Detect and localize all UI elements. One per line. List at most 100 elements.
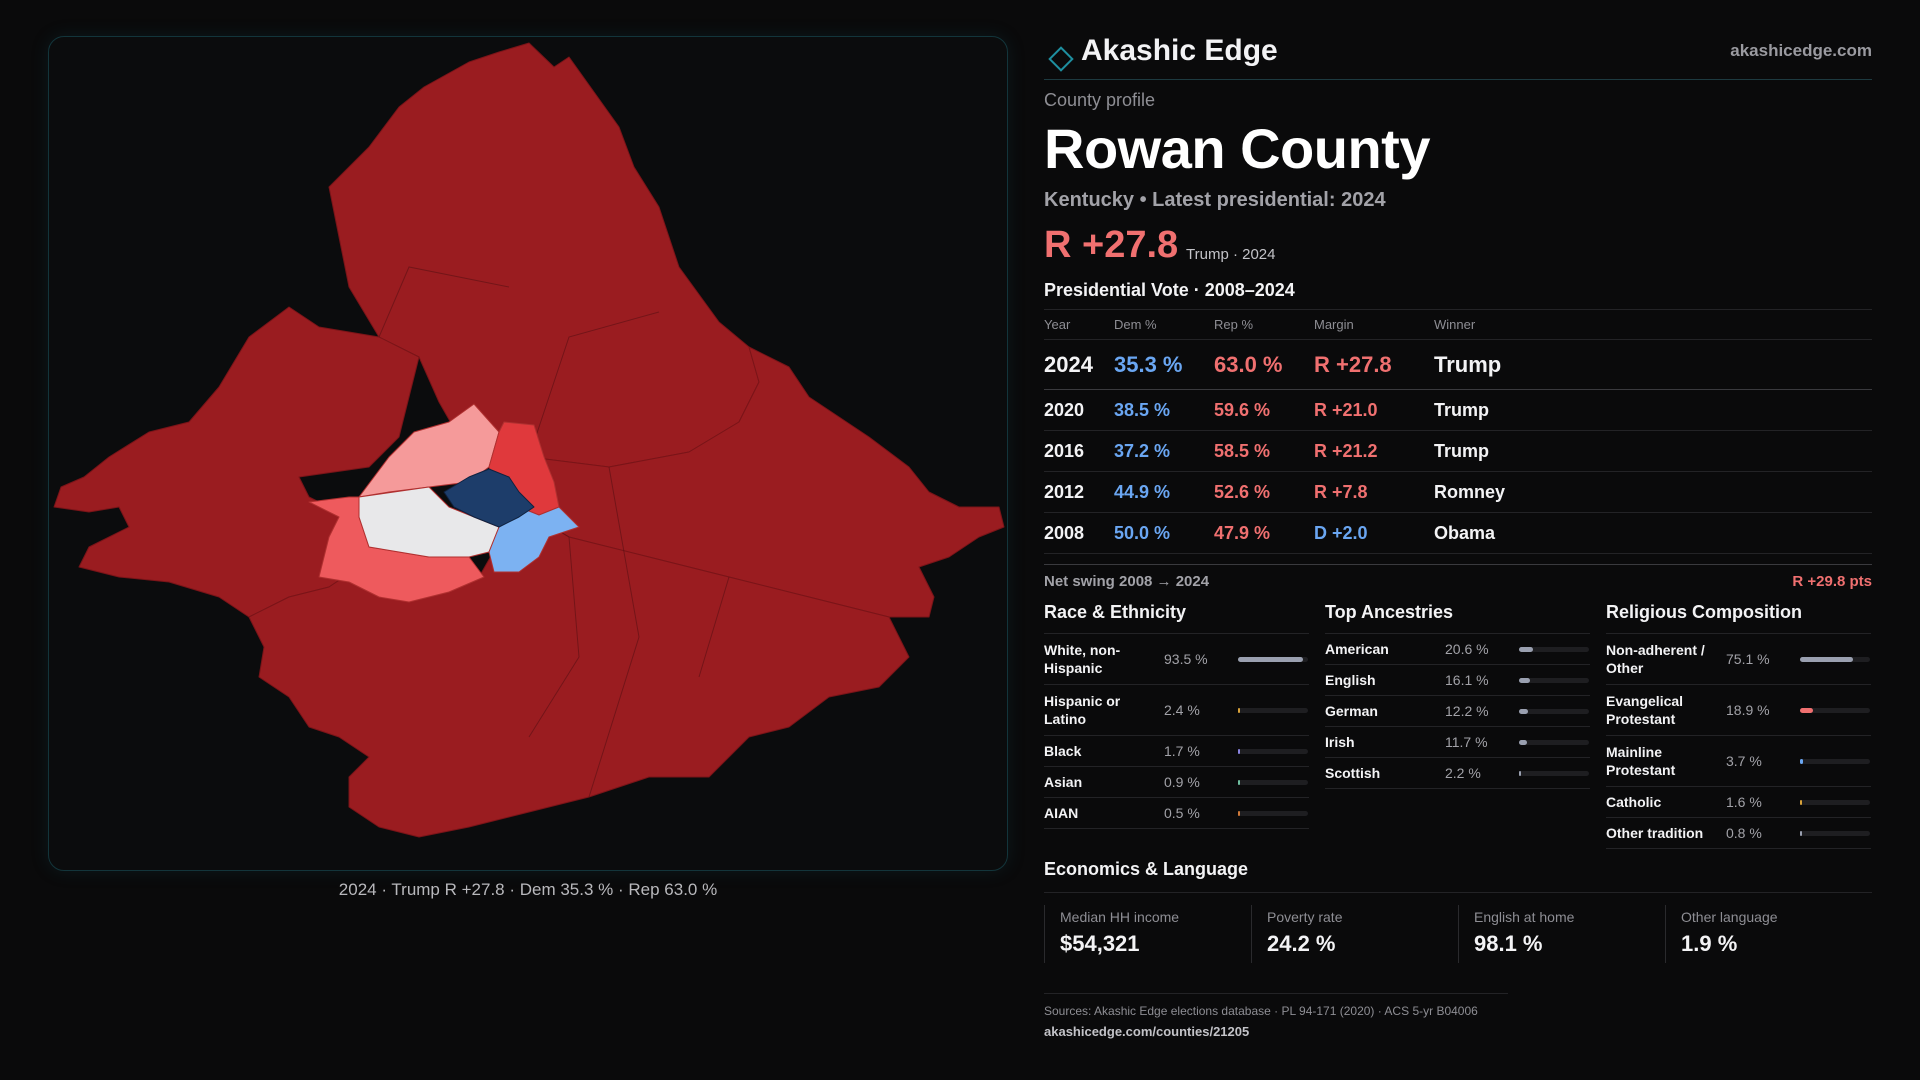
bar-track [1519,677,1589,683]
header-winner: Winner [1434,309,1872,340]
list-item: Catholic 1.6 % [1606,787,1871,818]
net-swing: Net swing 2008 → 2024 R +29.8 pts [1044,564,1872,600]
item-value: 16.1 % [1445,672,1489,688]
row-winner: Trump [1434,389,1872,431]
precinct-map-svg[interactable] [49,37,1008,871]
map-caption: 2024 · Trump R +27.8 · Dem 35.3 % · Rep … [338,880,718,899]
headline-margin: R +27.8 [1044,224,1179,266]
row-year: 2012 [1044,471,1114,513]
bar-fill [1238,656,1304,662]
swing-label: Net swing 2008 → 2024 [1044,573,1210,590]
list-item: Asian 0.9 % [1044,767,1309,798]
list-item: White, non-Hispanic 93.5 % [1044,634,1309,685]
bar-fill [1519,708,1528,714]
row-rep: 47.9 % [1214,512,1314,554]
page-title: Rowan County [1044,117,1430,180]
headline-result: R +27.8 Trump · 2024 [1044,224,1872,268]
list-item: Mainline Protestant 3.7 % [1606,736,1871,787]
item-label: Irish [1325,734,1355,750]
row-winner: Romney [1434,471,1872,513]
sources-footer: Sources: Akashic Edge elections database… [1044,993,1508,1039]
table-row: 2024 35.3 % 63.0 % R +27.8 Trump [1044,339,1872,390]
item-value: 20.6 % [1445,641,1489,657]
vote-section-title: Presidential Vote · 2008–2024 [1044,280,1295,300]
item-label: Black [1044,743,1082,759]
list-item: Other tradition 0.8 % [1606,818,1871,849]
bar-track [1800,707,1870,713]
precinct-east[interactable] [518,346,1005,618]
item-label: German [1325,703,1378,719]
item-label: Catholic [1606,794,1662,810]
county-profile-panel: Akashic Edge akashicedge.com County prof… [1044,30,1872,1039]
item-label: Non-adherent / Other [1606,642,1705,676]
row-margin: R +7.8 [1314,471,1434,513]
bar-fill [1238,810,1240,816]
row-winner: Trump [1434,430,1872,472]
row-winner: Trump [1434,339,1872,390]
item-value: 0.5 % [1164,805,1200,821]
item-label: AIAN [1044,805,1079,821]
table-row: 2016 37.2 % 58.5 % R +21.2 Trump [1044,430,1872,472]
item-label: Asian [1044,774,1083,790]
stat-cell: Poverty rate 24.2 % [1251,905,1458,963]
bar-track [1519,646,1589,652]
item-value: 75.1 % [1726,651,1770,667]
header-year: Year [1044,309,1114,340]
item-value: 1.6 % [1726,794,1762,810]
bar-track [1238,779,1308,785]
vote-table-header: Year Dem % Rep % Margin Winner [1044,309,1872,340]
item-label: Hispanic or Latino [1044,693,1121,727]
list-item: American 20.6 % [1325,634,1590,665]
row-margin: R +27.8 [1314,339,1434,390]
bar-track [1519,739,1589,745]
item-value: 2.4 % [1164,702,1200,718]
row-dem: 38.5 % [1114,389,1214,431]
item-value: 0.8 % [1726,825,1762,841]
profile-subtitle: Kentucky • Latest presidential: 2024 [1044,189,1386,211]
economics-section: Economics & Language Median HH income $5… [1044,859,1872,963]
row-dem: 37.2 % [1114,430,1214,472]
swing-value: R +29.8 pts [1792,573,1872,590]
item-value: 1.7 % [1164,743,1200,759]
profile-eyebrow: County profile [1044,90,1156,110]
bar-fill [1800,799,1802,805]
ancestry-column: Top Ancestries American 20.6 % English 1… [1325,602,1590,849]
precinct-safe-d[interactable] [443,468,535,528]
item-label: Mainline Protestant [1606,744,1676,778]
sources-text: Sources: Akashic Edge elections database… [1044,1004,1478,1018]
row-year: 2020 [1044,389,1114,431]
source-url-link[interactable]: akashicedge.com/counties/21205 [1044,1024,1250,1039]
list-item: Hispanic or Latino 2.4 % [1044,685,1309,736]
bar-track [1800,656,1870,662]
economics-title: Economics & Language [1044,859,1872,893]
list-item: Evangelical Protestant 18.9 % [1606,685,1871,736]
bar-fill [1238,779,1240,785]
row-dem: 44.9 % [1114,471,1214,513]
bar-fill [1519,677,1531,683]
brand-url-link[interactable]: akashicedge.com [1730,41,1872,60]
county-map[interactable] [48,36,1008,871]
bar-track [1800,830,1870,836]
stat-value: $54,321 [1060,931,1140,956]
vote-table: Year Dem % Rep % Margin Winner 2024 35.3… [1044,309,1872,554]
table-row: 2008 50.0 % 47.9 % D +2.0 Obama [1044,512,1872,554]
table-row: 2012 44.9 % 52.6 % R +7.8 Romney [1044,471,1872,513]
stat-label: English at home [1474,909,1575,925]
bar-fill [1519,770,1521,776]
row-rep: 59.6 % [1214,389,1314,431]
bar-track [1238,748,1308,754]
stat-cell: Other language 1.9 % [1665,905,1872,963]
bar-track [1519,770,1589,776]
row-rep: 58.5 % [1214,430,1314,472]
religion-title: Religious Composition [1606,602,1871,634]
precinct-lean-d[interactable] [488,506,580,573]
item-label: English [1325,672,1376,688]
bar-fill [1238,707,1240,713]
row-margin: R +21.0 [1314,389,1434,431]
brand-header: Akashic Edge akashicedge.com [1044,30,1872,80]
table-row: 2020 38.5 % 59.6 % R +21.0 Trump [1044,389,1872,431]
row-margin: D +2.0 [1314,512,1434,554]
item-value: 0.9 % [1164,774,1200,790]
bar-fill [1800,758,1803,764]
stat-label: Median HH income [1060,909,1180,925]
